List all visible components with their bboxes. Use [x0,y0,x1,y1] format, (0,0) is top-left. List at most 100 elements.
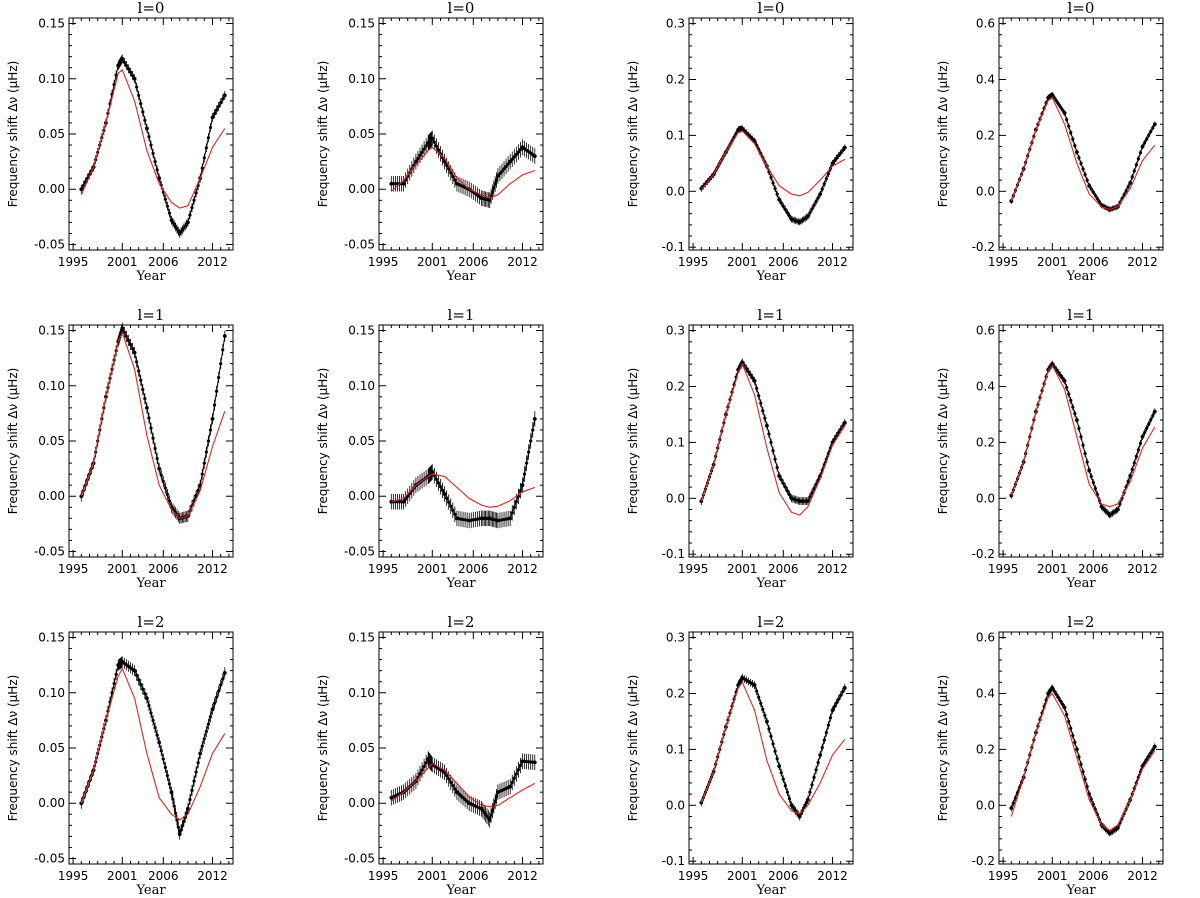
y-tick-label: 0.0 [976,184,995,198]
data-point [157,466,162,471]
x-tick-label: 2001 [727,562,758,576]
data-point [1071,137,1075,141]
data-point [1062,705,1067,710]
data-point [757,394,761,398]
data-point [812,775,816,779]
plot-frame [998,631,1164,865]
data-point [494,518,499,522]
data-point [143,692,147,696]
data-point [1065,385,1069,390]
panel-9: l=2 1995 2001 2006 2012 -0.05 0.00 0.05 0.10 0.15… [6,613,234,898]
data-point [221,348,225,352]
data-point [1054,692,1058,697]
y-tick-label: 0.2 [666,72,685,86]
data-point [781,204,785,208]
data-point [842,145,847,150]
data-point [783,784,787,788]
data-point [1056,696,1061,700]
data-point [522,472,527,476]
y-tick-label: -0.05 [34,544,65,558]
data-point [808,495,812,499]
data-point [812,486,816,491]
data-point [1085,460,1089,464]
model-series-line [390,146,535,199]
data-point [773,186,777,191]
x-tick-label: 1995 [678,562,709,576]
data-point [1089,187,1093,191]
data-point [765,423,769,428]
data-point [1056,370,1061,375]
y-tick-label: 0.4 [976,72,995,86]
data-point [447,167,451,171]
y-tick-label: 0.0 [976,491,995,505]
data-point [137,369,141,373]
data-point [837,697,841,701]
data-point [128,342,133,347]
y-axis-label: Frequency shift Δν (μHz) [6,675,20,822]
data-point [418,153,422,157]
data-point [1011,801,1015,805]
data-point [740,127,744,131]
data-point [841,690,845,694]
data-point [746,370,751,374]
data-point [1130,467,1134,472]
data-point [399,500,404,504]
y-tick-label: 0.10 [38,72,65,86]
data-point [155,733,159,737]
data-point [816,196,820,200]
data-point [130,667,135,671]
data-point [202,737,206,741]
data-point [122,60,126,64]
x-axis-label: Year [1065,269,1096,284]
data-point [149,143,153,147]
data-point [532,417,537,421]
y-tick-label: -0.2 [972,547,995,561]
data-point [149,711,153,715]
x-tick-label: 2012 [817,869,848,883]
data-point [839,693,843,697]
data-point [215,695,219,699]
data-point [830,161,835,166]
data-point [1130,175,1134,179]
y-axis-label: Frequency shift Δν (μHz) [6,368,20,515]
data-point [787,492,792,497]
x-tick-label: 2006 [458,869,489,883]
data-point [215,108,219,112]
data-point [512,505,516,509]
y-tick-label: 0.00 [38,182,65,196]
data-point [1152,744,1157,749]
data-point [182,819,186,824]
data-point [755,689,759,693]
x-axis-label: Year [135,576,166,591]
model-series-line [80,331,226,519]
data-point [750,682,755,686]
data-point [137,678,141,682]
data-point [438,485,443,489]
data-point [816,760,820,765]
plot-frame [68,631,234,865]
y-tick-label: 0.1 [666,742,685,756]
data-point [157,740,162,745]
data-point [163,486,167,490]
data-point [1114,508,1119,513]
x-axis-label: Year [135,269,166,284]
data-point [420,768,424,772]
data-point [506,517,510,521]
x-tick-label: 2006 [768,869,799,883]
data-point [221,677,225,681]
data-point [496,174,500,178]
x-tick-label: 1995 [58,562,89,576]
data-point [824,731,828,735]
data-point [1128,474,1133,478]
plot-frame [378,17,544,251]
y-tick-label: -0.2 [972,854,995,868]
data-point [796,219,800,224]
data-point [490,190,495,194]
data-point [810,491,814,495]
data-point [1149,130,1153,134]
data-point [184,811,189,815]
data-point [453,178,457,182]
data-point [175,818,179,822]
data-point [755,386,759,390]
data-point [459,794,463,798]
